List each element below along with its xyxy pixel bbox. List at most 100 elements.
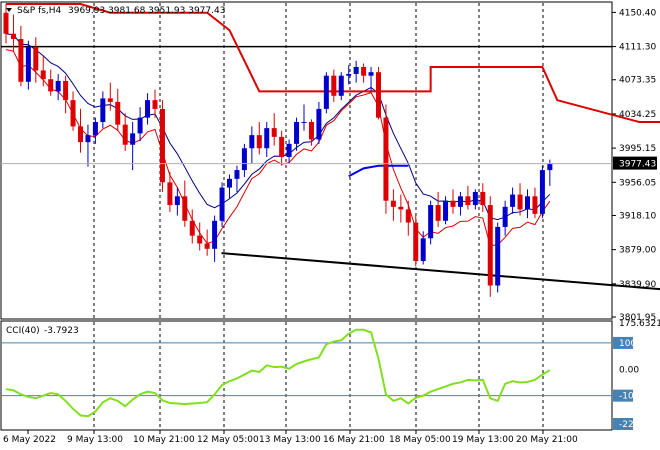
moving-average-fast-line: [5, 48, 551, 247]
candle-body: [413, 222, 419, 262]
y-tick-label: 4150.40: [619, 8, 656, 18]
price-panel: [0, 1, 613, 320]
x-tick-label: 10 May 21:00: [133, 435, 195, 445]
candle-body: [219, 187, 225, 221]
candle-body: [145, 100, 151, 118]
candles-layer: [3, 4, 553, 297]
y-tick-label: 3956.05: [619, 178, 656, 188]
x-tick-label: 6 May 2022: [3, 435, 56, 445]
x-tick-label: 16 May 21:00: [323, 435, 385, 445]
candle-body: [130, 133, 136, 145]
candle-body: [286, 143, 292, 157]
candle-body: [234, 170, 240, 179]
candle-body: [510, 194, 516, 207]
time-axis: 6 May 2022 9 May 13:00 10 May 21:00 12 May …: [3, 430, 578, 445]
candle-body: [167, 182, 173, 206]
support-segment-line: [348, 164, 409, 178]
y-tick-label: 3839.90: [619, 280, 656, 290]
candle-body: [182, 196, 188, 221]
y-tick-label: 4073.35: [619, 76, 656, 86]
current-price-line-layer: 3977.43: [1, 156, 657, 170]
x-tick-label: 19 May 13:00: [452, 435, 514, 445]
candle-body: [212, 220, 218, 249]
trend-line-layer: [221, 252, 660, 291]
cci-value-label: -3.7923: [44, 326, 79, 336]
candle-body: [204, 243, 210, 249]
candle-body: [376, 72, 381, 118]
candle-body: [3, 12, 9, 34]
candle-body: [547, 163, 553, 171]
x-tick-label: 18 May 05:00: [389, 435, 451, 445]
candle-body: [539, 170, 545, 214]
candle-body: [361, 66, 367, 76]
candle-body: [63, 80, 69, 101]
candle-body: [92, 122, 98, 136]
candle-body: [10, 33, 16, 39]
current-price-box: [613, 156, 657, 170]
candle-body: [115, 101, 121, 125]
candle-body: [405, 209, 411, 223]
ohlc-label: 3969.93 3981.68 3951.93 3977.43: [68, 6, 225, 16]
candle-body: [487, 205, 493, 286]
y-tick-label: 3918.10: [619, 211, 656, 221]
cci-name-label: CCI(40): [6, 326, 40, 336]
candle-body: [25, 46, 31, 82]
cci-panel: [0, 320, 613, 431]
candle-body: [301, 122, 307, 124]
candle-body: [472, 191, 478, 206]
candle-body: [398, 206, 404, 210]
candle-body: [450, 200, 456, 207]
candle-body: [271, 128, 277, 137]
candle-body: [107, 98, 113, 102]
candle-body: [465, 196, 471, 206]
candle-body: [18, 38, 24, 82]
y-tick-label: 4111.30: [619, 43, 656, 53]
x-tick-label: 12 May 05:00: [197, 435, 259, 445]
candle-body: [480, 191, 486, 206]
candle-body: [495, 226, 501, 286]
y-tick-label: 3801.95: [619, 313, 656, 323]
cci-tick-label: -222.796: [619, 420, 660, 430]
stop-line: [6, 3, 660, 124]
candle-body: [308, 122, 314, 140]
candle-body: [40, 70, 46, 80]
symbol-label: S&P fs,H4: [17, 6, 62, 16]
candle-body: [346, 73, 352, 76]
y-tick-label: 4034.25: [619, 110, 656, 120]
candle-body: [174, 196, 180, 206]
candle-body: [502, 206, 508, 227]
candle-body: [323, 75, 329, 109]
candle-body: [279, 136, 285, 157]
trend-line: [221, 252, 660, 291]
cci-level-box: [613, 389, 633, 402]
candle-body: [338, 75, 344, 96]
candle-body: [249, 135, 255, 149]
candle-body: [241, 148, 247, 171]
cci-tick-label: -100: [619, 392, 640, 402]
moving-average-fast-layer: [5, 48, 551, 247]
x-tick-label: 13 May 13:00: [259, 435, 321, 445]
stop-line-layer: [6, 3, 660, 178]
candle-body: [525, 196, 530, 210]
candle-body: [70, 100, 76, 127]
y-tick-label: 3879.00: [619, 246, 656, 256]
cci-tick-label: 100: [619, 339, 636, 349]
candle-body: [428, 205, 434, 239]
candle-body: [435, 205, 441, 221]
candle-body: [100, 98, 106, 123]
candle-body: [457, 196, 463, 207]
collapse-arrow-icon[interactable]: [6, 8, 12, 12]
candle-body: [33, 46, 39, 71]
cci-axis: 175.6321 100 0.00 -100 -222.796: [613, 319, 660, 430]
candle-body: [390, 200, 396, 207]
candle-body: [48, 79, 54, 92]
price-axis: 4150.40 4111.30 4073.35 4034.25 3995.15 3956.…: [612, 8, 656, 323]
cci-tick-label: 0.00: [619, 365, 639, 375]
candle-body: [78, 126, 83, 143]
candle-body: [197, 235, 203, 244]
candle-body: [85, 135, 91, 143]
cci-tick-label: 175.6321: [619, 319, 660, 329]
x-tick-label: 9 May 13:00: [67, 435, 123, 445]
cci-layer: [1, 328, 612, 418]
